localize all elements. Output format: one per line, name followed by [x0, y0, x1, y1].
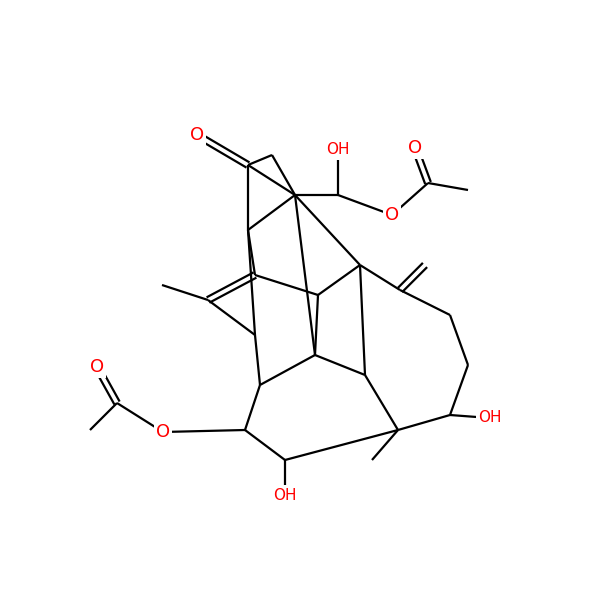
Text: O: O	[190, 126, 204, 144]
Text: O: O	[156, 423, 170, 441]
Text: O: O	[90, 358, 104, 376]
Text: OH: OH	[273, 487, 297, 503]
Text: OH: OH	[478, 410, 502, 425]
Text: OH: OH	[326, 142, 350, 157]
Text: O: O	[385, 206, 399, 224]
Text: O: O	[408, 139, 422, 157]
